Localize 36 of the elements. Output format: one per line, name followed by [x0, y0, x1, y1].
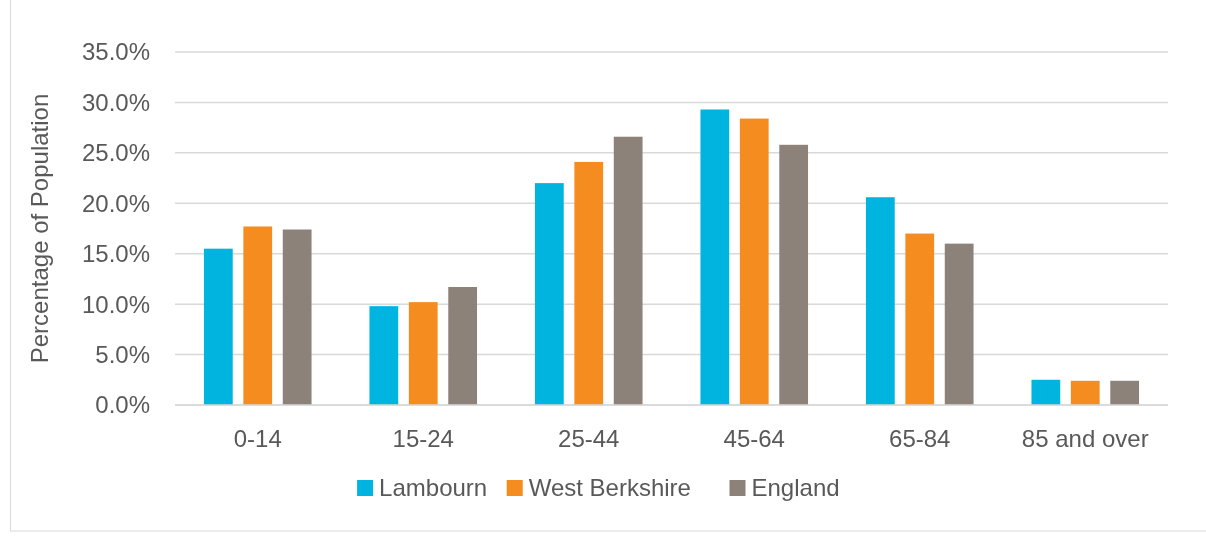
y-tick-label: 25.0% — [81, 139, 150, 167]
bar — [905, 233, 935, 405]
y-tick-label: 5.0% — [95, 340, 150, 368]
bar — [739, 118, 769, 405]
bar — [282, 229, 312, 405]
bar — [408, 302, 438, 405]
bar — [203, 248, 233, 405]
x-tick-label: 45-64 — [723, 425, 785, 452]
bar — [534, 183, 564, 405]
y-tick-label: 10.0% — [81, 290, 150, 318]
legend-label: West Berkshire — [528, 474, 691, 502]
bar — [1110, 380, 1140, 405]
x-tick-label: 25-44 — [558, 425, 620, 452]
x-tick-label: 15-24 — [392, 425, 454, 452]
y-tick-label: 30.0% — [81, 88, 150, 116]
bar — [944, 243, 974, 405]
bar — [700, 109, 730, 405]
bar — [865, 197, 895, 405]
bar — [448, 287, 478, 405]
bar — [369, 306, 399, 405]
bar — [1031, 379, 1061, 405]
y-tick-label: 35.0% — [81, 38, 150, 66]
bar — [613, 136, 643, 405]
y-tick-label: 15.0% — [81, 240, 150, 268]
x-tick-label: 85 and over — [1021, 425, 1149, 452]
y-tick-label: 0.0% — [95, 391, 150, 419]
y-axis-title: Percentage of Population — [26, 93, 53, 364]
bar — [243, 226, 273, 405]
y-tick-label: 20.0% — [81, 189, 150, 217]
bar — [1070, 380, 1100, 405]
x-tick-label: 65-84 — [889, 425, 951, 452]
bar — [779, 144, 809, 405]
legend-label: Lambourn — [379, 474, 488, 502]
x-tick-label: 0-14 — [233, 425, 282, 452]
legend-label: England — [751, 474, 840, 502]
bar — [574, 161, 604, 405]
